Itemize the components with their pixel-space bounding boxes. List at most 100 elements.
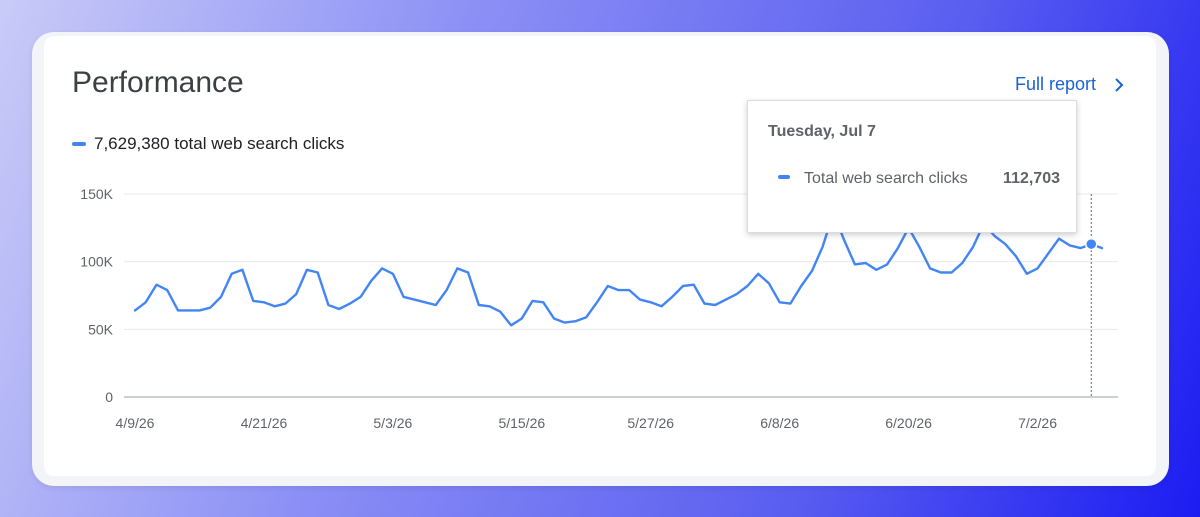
- data-point: [843, 239, 845, 241]
- data-point: [886, 263, 888, 265]
- x-tick-label: 6/20/26: [885, 415, 932, 431]
- x-tick-label: 6/8/26: [760, 415, 799, 431]
- data-point: [478, 304, 480, 306]
- data-point: [542, 301, 544, 303]
- data-point: [198, 309, 200, 311]
- x-tick-label: 5/27/26: [627, 415, 674, 431]
- data-point: [370, 279, 372, 281]
- data-point: [553, 317, 555, 319]
- data-point: [295, 293, 297, 295]
- y-tick-label: 50K: [88, 321, 114, 337]
- data-point: [284, 302, 286, 304]
- tooltip-row: Total web search clicks 112,703: [768, 167, 1060, 191]
- data-point: [671, 296, 673, 298]
- data-point: [1026, 273, 1028, 275]
- data-point: [1004, 243, 1006, 245]
- tooltip-series-label: Total web search clicks: [804, 170, 968, 187]
- data-point: [1079, 247, 1081, 249]
- data-point: [424, 301, 426, 303]
- data-point: [757, 273, 759, 275]
- data-point: [778, 301, 780, 303]
- data-point: [413, 298, 415, 300]
- data-point: [961, 262, 963, 264]
- data-point: [316, 271, 318, 273]
- chart-tooltip: Tuesday, Jul 7 Total web search clicks 1…: [747, 100, 1077, 233]
- x-tick-label: 4/21/26: [241, 415, 288, 431]
- data-point: [940, 271, 942, 273]
- data-point: [1069, 244, 1071, 246]
- data-point: [768, 282, 770, 284]
- data-point: [703, 302, 705, 304]
- data-point: [746, 285, 748, 287]
- data-point: [435, 304, 437, 306]
- data-point: [682, 285, 684, 287]
- data-point: [875, 269, 877, 271]
- data-point: [596, 301, 598, 303]
- data-point: [811, 270, 813, 272]
- data-point: [929, 267, 931, 269]
- data-point: [639, 298, 641, 300]
- data-point: [821, 246, 823, 248]
- data-point: [231, 273, 233, 275]
- data-point: [628, 289, 630, 291]
- data-point: [252, 300, 254, 302]
- data-point: [800, 285, 802, 287]
- data-point: [993, 235, 995, 237]
- tooltip-date: Tuesday, Jul 7: [768, 123, 876, 140]
- data-point: [607, 285, 609, 287]
- data-point: [338, 308, 340, 310]
- data-point: [1047, 252, 1049, 254]
- data-point: [467, 271, 469, 273]
- page-title: Performance: [72, 66, 244, 99]
- data-point: [209, 306, 211, 308]
- data-point: [381, 267, 383, 269]
- data-point: [585, 316, 587, 318]
- data-point: [456, 267, 458, 269]
- data-point: [134, 309, 136, 311]
- data-point: [155, 283, 157, 285]
- x-tick-label: 7/2/26: [1018, 415, 1057, 431]
- data-point: [273, 305, 275, 307]
- tooltip-value: 112,703: [1003, 170, 1060, 187]
- data-point: [263, 301, 265, 303]
- data-point: [1015, 255, 1017, 257]
- data-point: [660, 305, 662, 307]
- data-point: [574, 320, 576, 322]
- data-point: [918, 246, 920, 248]
- y-tick-label: 150K: [80, 186, 113, 202]
- data-point: [177, 309, 179, 311]
- data-point: [854, 263, 856, 265]
- data-point: [950, 271, 952, 273]
- data-point: [972, 246, 974, 248]
- data-point: [220, 296, 222, 298]
- data-point: [488, 305, 490, 307]
- data-point: [188, 309, 190, 311]
- data-point: [510, 324, 512, 326]
- legend-swatch: [72, 142, 86, 146]
- data-point: [564, 321, 566, 323]
- legend-label: 7,629,380 total web search clicks: [94, 134, 345, 153]
- data-point: [789, 302, 791, 304]
- data-point: [166, 289, 168, 291]
- full-report-label: Full report: [1015, 74, 1097, 94]
- data-point: [693, 283, 695, 285]
- chart-legend[interactable]: 7,629,380 total web search clicks: [72, 134, 344, 154]
- x-tick-label: 5/15/26: [498, 415, 545, 431]
- highlight-point: [1085, 237, 1098, 251]
- data-point: [359, 296, 361, 298]
- data-point: [617, 289, 619, 291]
- data-point: [521, 317, 523, 319]
- data-point: [445, 289, 447, 291]
- tooltip-swatch: [778, 175, 790, 180]
- data-point: [735, 293, 737, 295]
- data-point: [714, 304, 716, 306]
- y-tick-label: 0: [105, 389, 113, 405]
- data-point: [306, 269, 308, 271]
- data-point: [1101, 247, 1103, 249]
- data-point: [145, 301, 147, 303]
- data-point: [349, 302, 351, 304]
- data-point: [402, 296, 404, 298]
- series-line: [133, 211, 1104, 327]
- full-report-link[interactable]: Full report: [1015, 74, 1128, 95]
